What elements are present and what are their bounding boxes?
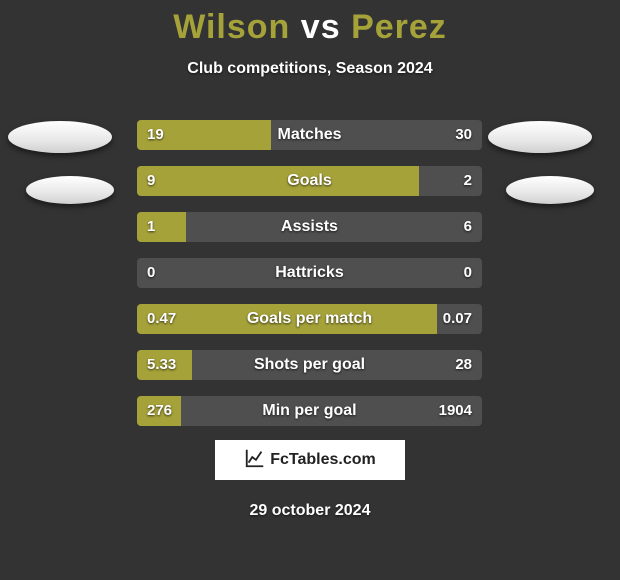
footer-brand-text: FcTables.com <box>270 451 376 469</box>
subtitle: Club competitions, Season 2024 <box>0 60 620 78</box>
stat-label: Shots per goal <box>137 350 482 380</box>
chart-icon <box>244 447 266 474</box>
date-label: 29 october 2024 <box>0 502 620 520</box>
stat-label: Hattricks <box>137 258 482 288</box>
stat-label: Matches <box>137 120 482 150</box>
stat-row: 1930Matches <box>137 120 482 150</box>
page-title: Wilson vs Perez <box>0 8 620 47</box>
footer-brand-box: FcTables.com <box>215 440 405 480</box>
comparison-infographic: Wilson vs Perez Club competitions, Seaso… <box>0 0 620 580</box>
avatar <box>8 121 112 153</box>
player1-name: Wilson <box>173 8 290 46</box>
stat-row: 0.470.07Goals per match <box>137 304 482 334</box>
stat-row: 92Goals <box>137 166 482 196</box>
stat-label: Assists <box>137 212 482 242</box>
stat-label: Goals per match <box>137 304 482 334</box>
stat-row: 2761904Min per goal <box>137 396 482 426</box>
stat-row: 00Hattricks <box>137 258 482 288</box>
stat-label: Min per goal <box>137 396 482 426</box>
player2-name: Perez <box>351 8 447 46</box>
stat-row: 5.3328Shots per goal <box>137 350 482 380</box>
stat-label: Goals <box>137 166 482 196</box>
stat-bars: 1930Matches 92Goals 16Assists 00Hattricks 0.… <box>137 120 482 442</box>
vs-label: vs <box>301 8 341 46</box>
avatar <box>506 176 594 204</box>
avatar <box>488 121 592 153</box>
stat-row: 16Assists <box>137 212 482 242</box>
avatar <box>26 176 114 204</box>
